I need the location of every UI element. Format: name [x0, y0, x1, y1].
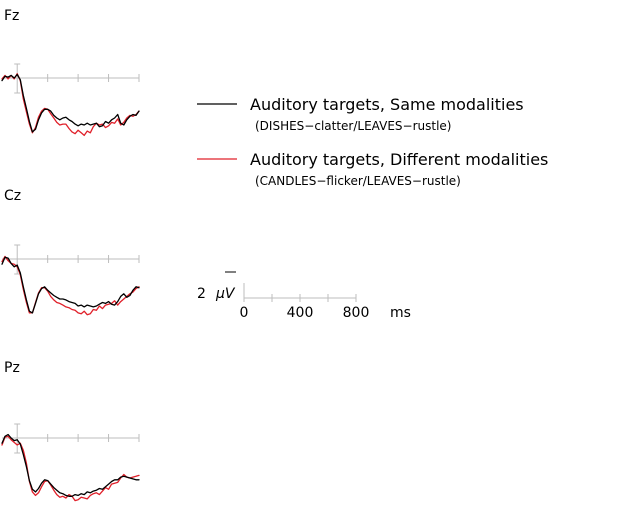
panel-pz: Pz	[1, 360, 140, 502]
legend-sublabel-same: (DISHES−clatter/LEAVES−rustle)	[255, 119, 451, 133]
panel-traces-fz	[1, 73, 140, 137]
legend: Auditory targets, Same modalities (DISHE…	[197, 95, 548, 188]
legend-sublabel-different: (CANDLES−flicker/LEAVES−rustle)	[255, 174, 461, 188]
scale-bar-time-unit: ms	[390, 305, 411, 321]
trace-same-pz	[1, 433, 140, 497]
trace-different-pz	[1, 435, 140, 502]
scale-bar: 2 μV 0 400 800 ms	[197, 271, 411, 321]
panel-label-pz: Pz	[4, 360, 20, 376]
legend-label-same: Auditory targets, Same modalities	[250, 95, 524, 114]
panel-label-fz: Fz	[4, 8, 19, 24]
legend-label-different: Auditory targets, Different modalities	[250, 150, 548, 169]
panel-axes-pz	[2, 423, 140, 454]
scale-bar-time-label: 800	[343, 305, 370, 321]
panel-label-cz: Cz	[4, 188, 21, 204]
scale-bar-time-label: 400	[287, 305, 314, 321]
panel-traces-cz	[1, 255, 140, 316]
panel-axes-fz	[2, 63, 140, 94]
scale-bar-time-labels: 0 400 800	[240, 305, 370, 321]
panel-traces-pz	[1, 433, 140, 502]
trace-same-fz	[1, 73, 140, 133]
scale-bar-voltage-value: 2	[197, 286, 206, 302]
trace-same-cz	[1, 256, 140, 314]
panel-cz: Cz	[1, 188, 140, 316]
scale-bar-voltage-unit: μV	[215, 286, 236, 302]
scale-bar-ticks	[243, 294, 357, 302]
trace-different-fz	[1, 73, 140, 137]
panel-fz: Fz	[1, 8, 140, 137]
scale-bar-time-label: 0	[240, 305, 249, 321]
panel-axes-cz	[2, 244, 140, 275]
